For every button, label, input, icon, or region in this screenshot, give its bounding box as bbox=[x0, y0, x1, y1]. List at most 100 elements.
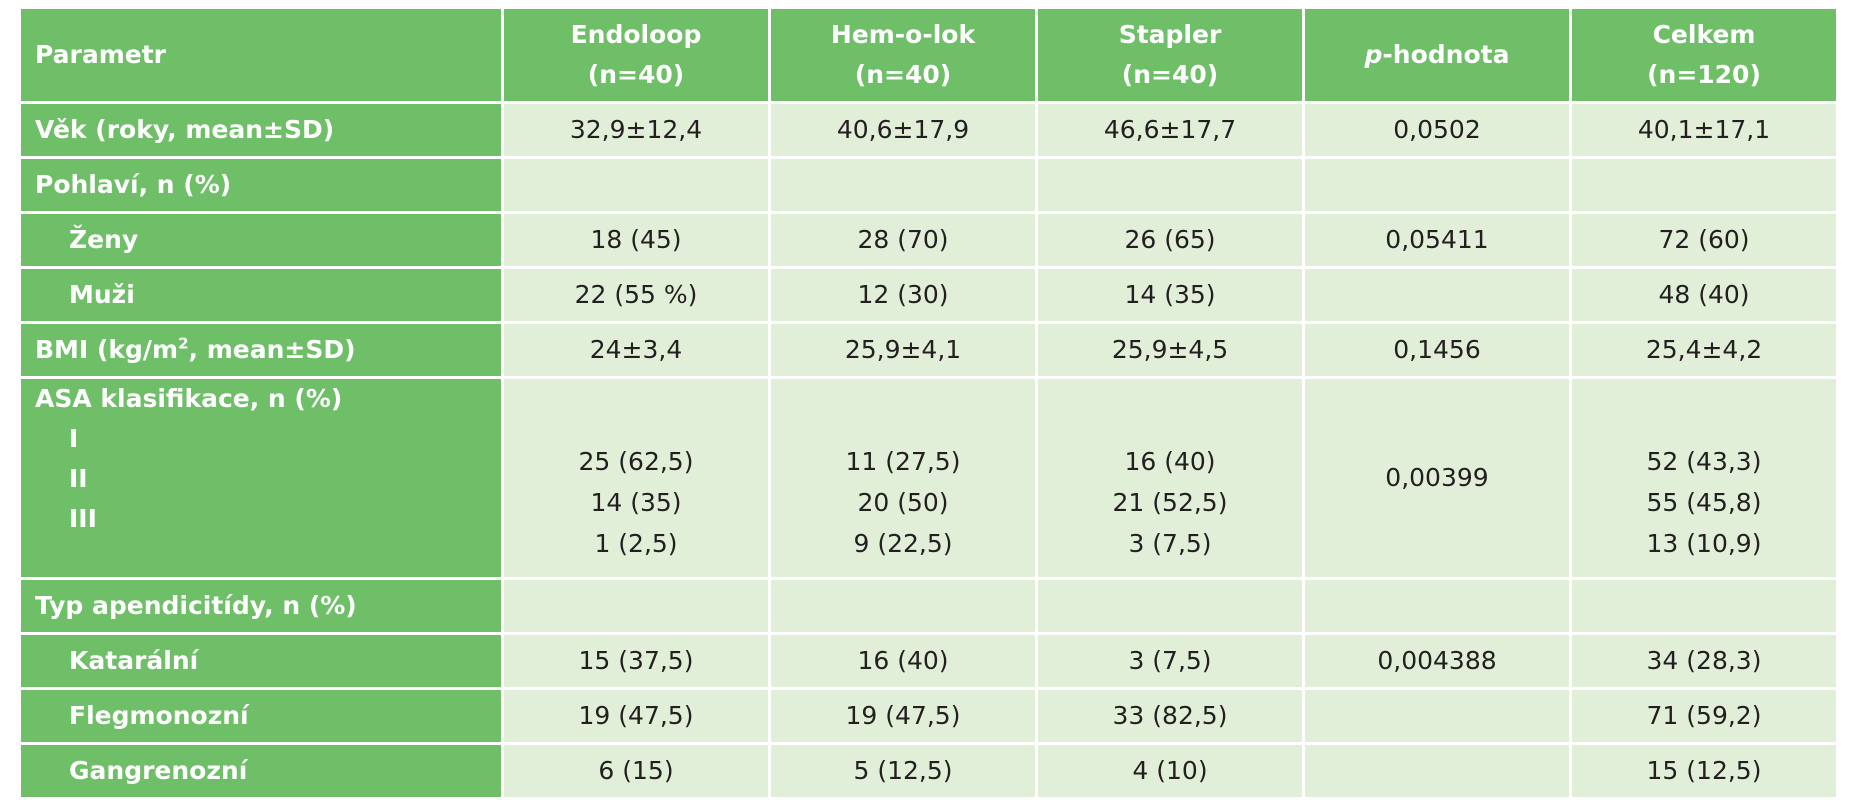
header-total: Celkem (n=120) bbox=[1572, 9, 1836, 101]
row-label: Muži bbox=[21, 269, 501, 321]
row-men: Muži 22 (55 %) 12 (30) 14 (35) 48 (40) bbox=[21, 269, 1836, 321]
cell-total: 72 (60) bbox=[1572, 214, 1836, 266]
cell-endoloop: 22 (55 %) bbox=[504, 269, 768, 321]
asa-value: 55 (45,8) bbox=[1646, 487, 1762, 517]
header-total-name: Celkem bbox=[1652, 20, 1756, 49]
asa-value: 21 (52,5) bbox=[1112, 487, 1228, 517]
bmi-label-sup: 2 bbox=[178, 334, 189, 353]
cell-empty bbox=[1038, 580, 1302, 632]
cell-p-value: 0,00399 bbox=[1305, 379, 1569, 577]
row-label: Pohlaví, n (%) bbox=[21, 159, 501, 211]
row-type: Typ apendicitídy, n (%) bbox=[21, 580, 1836, 632]
cell-stapler: 4 (10) bbox=[1038, 745, 1302, 797]
cell-hemolok: 25,9±4,1 bbox=[771, 324, 1035, 376]
row-bmi: BMI (kg/m2, mean±SD) 24±3,4 25,9±4,1 25,… bbox=[21, 324, 1836, 376]
asa-value: 14 (35) bbox=[590, 487, 682, 517]
cell-empty bbox=[1305, 159, 1569, 211]
cell-total: 34 (28,3) bbox=[1572, 635, 1836, 687]
cell-stapler: 46,6±17,7 bbox=[1038, 104, 1302, 156]
cell-total: 15 (12,5) bbox=[1572, 745, 1836, 797]
asa-level: III bbox=[69, 504, 97, 533]
cell-stapler: 14 (35) bbox=[1038, 269, 1302, 321]
cell-endoloop: 32,9±12,4 bbox=[504, 104, 768, 156]
row-asa: ASA klasifikace, n (%) I II III 25 (62,5… bbox=[21, 379, 1836, 577]
cell-hemolok: 5 (12,5) bbox=[771, 745, 1035, 797]
cell-p-value: 0,004388 bbox=[1305, 635, 1569, 687]
data-table: Parametr Endoloop (n=40) Hem-o-lok (n=40… bbox=[18, 6, 1839, 800]
asa-value: 1 (2,5) bbox=[594, 528, 678, 558]
header-stapler-n: (n=40) bbox=[1121, 60, 1219, 89]
row-label: Gangrenozní bbox=[21, 745, 501, 797]
cell-p-value bbox=[1305, 269, 1569, 321]
header-p-value: p-hodnota bbox=[1305, 9, 1569, 101]
row-women: Ženy 18 (45) 28 (70) 26 (65) 0,05411 72 … bbox=[21, 214, 1836, 266]
cell-empty bbox=[771, 159, 1035, 211]
cell-total: 40,1±17,1 bbox=[1572, 104, 1836, 156]
header-endoloop: Endoloop (n=40) bbox=[504, 9, 768, 101]
cell-empty bbox=[1572, 159, 1836, 211]
asa-value: 20 (50) bbox=[857, 487, 949, 517]
row-catarrhal: Katarální 15 (37,5) 16 (40) 3 (7,5) 0,00… bbox=[21, 635, 1836, 687]
bmi-label-main: BMI (kg/m bbox=[35, 335, 179, 364]
cell-stapler: 26 (65) bbox=[1038, 214, 1302, 266]
asa-value: 9 (22,5) bbox=[853, 528, 953, 558]
cell-empty bbox=[504, 580, 768, 632]
row-label: Katarální bbox=[21, 635, 501, 687]
cell-empty bbox=[504, 159, 768, 211]
cell-stapler: 25,9±4,5 bbox=[1038, 324, 1302, 376]
row-label: Věk (roky, mean±SD) bbox=[21, 104, 501, 156]
row-label: ASA klasifikace, n (%) I II III bbox=[21, 379, 501, 577]
cell-stapler: 3 (7,5) bbox=[1038, 635, 1302, 687]
cell-total: 71 (59,2) bbox=[1572, 690, 1836, 742]
cell-p-value: 0,0502 bbox=[1305, 104, 1569, 156]
asa-level: I bbox=[69, 424, 79, 453]
row-label: BMI (kg/m2, mean±SD) bbox=[21, 324, 501, 376]
cell-hemolok: 40,6±17,9 bbox=[771, 104, 1035, 156]
asa-value: 16 (40) bbox=[1124, 446, 1216, 476]
cell-p-value bbox=[1305, 690, 1569, 742]
asa-value: 11 (27,5) bbox=[845, 446, 961, 476]
cell-empty bbox=[1572, 580, 1836, 632]
cell-total: 52 (43,3) 55 (45,8) 13 (10,9) bbox=[1572, 379, 1836, 577]
cell-hemolok: 19 (47,5) bbox=[771, 690, 1035, 742]
header-hemolok-n: (n=40) bbox=[854, 60, 952, 89]
header-total-n: (n=120) bbox=[1647, 60, 1761, 89]
header-stapler-name: Stapler bbox=[1118, 20, 1222, 49]
bmi-label-rest: , mean±SD) bbox=[188, 335, 356, 364]
cell-hemolok: 16 (40) bbox=[771, 635, 1035, 687]
cell-hemolok: 28 (70) bbox=[771, 214, 1035, 266]
row-label: Ženy bbox=[21, 214, 501, 266]
cell-hemolok: 12 (30) bbox=[771, 269, 1035, 321]
cell-empty bbox=[771, 580, 1035, 632]
row-label: Typ apendicitídy, n (%) bbox=[21, 580, 501, 632]
asa-value: 13 (10,9) bbox=[1646, 528, 1762, 558]
asa-title: ASA klasifikace, n (%) bbox=[35, 384, 343, 413]
row-sex: Pohlaví, n (%) bbox=[21, 159, 1836, 211]
cell-endoloop: 19 (47,5) bbox=[504, 690, 768, 742]
cell-p-value: 0,05411 bbox=[1305, 214, 1569, 266]
asa-value: 25 (62,5) bbox=[578, 446, 694, 476]
header-endoloop-name: Endoloop bbox=[570, 20, 702, 49]
header-stapler: Stapler (n=40) bbox=[1038, 9, 1302, 101]
header-p-rest: -hodnota bbox=[1382, 40, 1510, 69]
cell-total: 48 (40) bbox=[1572, 269, 1836, 321]
asa-value: 3 (7,5) bbox=[1128, 528, 1212, 558]
header-p-italic: p bbox=[1364, 40, 1383, 69]
cell-p-value: 0,1456 bbox=[1305, 324, 1569, 376]
header-parameter: Parametr bbox=[21, 9, 501, 101]
cell-endoloop: 15 (37,5) bbox=[504, 635, 768, 687]
row-label: Flegmonozní bbox=[21, 690, 501, 742]
cell-empty bbox=[1305, 580, 1569, 632]
row-gangrenous: Gangrenozní 6 (15) 5 (12,5) 4 (10) 15 (1… bbox=[21, 745, 1836, 797]
header-hemolok-name: Hem-o-lok bbox=[830, 20, 976, 49]
cell-endoloop: 6 (15) bbox=[504, 745, 768, 797]
header-endoloop-n: (n=40) bbox=[587, 60, 685, 89]
header-hemolok: Hem-o-lok (n=40) bbox=[771, 9, 1035, 101]
asa-level: II bbox=[69, 464, 88, 493]
cell-stapler: 16 (40) 21 (52,5) 3 (7,5) bbox=[1038, 379, 1302, 577]
cell-hemolok: 11 (27,5) 20 (50) 9 (22,5) bbox=[771, 379, 1035, 577]
cell-empty bbox=[1038, 159, 1302, 211]
row-age: Věk (roky, mean±SD) 32,9±12,4 40,6±17,9 … bbox=[21, 104, 1836, 156]
asa-value: 52 (43,3) bbox=[1646, 446, 1762, 476]
cell-p-value bbox=[1305, 745, 1569, 797]
